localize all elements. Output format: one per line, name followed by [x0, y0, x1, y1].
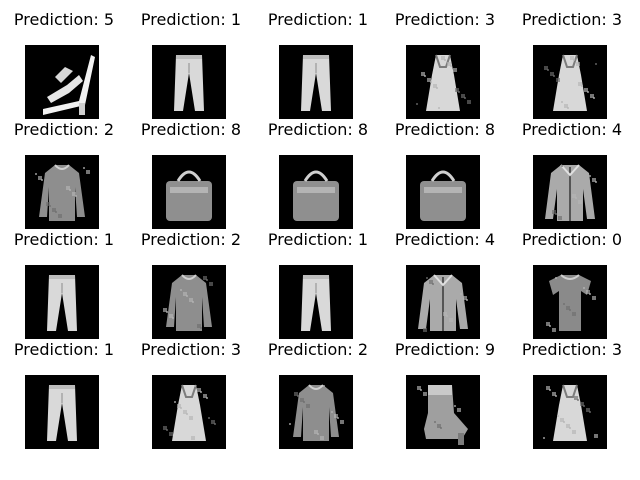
prediction-cell: Prediction: 1 — [254, 8, 382, 119]
prediction-cell: Prediction: 4 — [508, 118, 636, 229]
prediction-title: Prediction: 4 — [394, 230, 496, 249]
prediction-title: Prediction: 1 — [267, 230, 369, 249]
item-image-pullover — [152, 265, 226, 339]
prediction-image — [406, 45, 480, 119]
prediction-title: Prediction: 2 — [13, 120, 115, 139]
prediction-title: Prediction: 2 — [140, 230, 242, 249]
item-image-dress — [406, 45, 480, 119]
prediction-cell: Prediction: 2 — [254, 338, 382, 449]
prediction-image — [533, 45, 607, 119]
item-image-ankle-boot — [406, 375, 480, 449]
prediction-image — [152, 375, 226, 449]
prediction-title: Prediction: 9 — [394, 340, 496, 359]
prediction-cell: Prediction: 2 — [0, 118, 128, 229]
prediction-cell: Prediction: 3 — [508, 8, 636, 119]
item-image-dress — [533, 375, 607, 449]
prediction-title: Prediction: 1 — [13, 230, 115, 249]
prediction-cell: Prediction: 3 — [127, 338, 255, 449]
prediction-cell: Prediction: 1 — [127, 8, 255, 119]
prediction-cell: Prediction: 3 — [381, 8, 509, 119]
item-image-t-shirt — [533, 265, 607, 339]
prediction-image — [406, 265, 480, 339]
prediction-image — [279, 265, 353, 339]
prediction-image — [279, 45, 353, 119]
prediction-cell: Prediction: 1 — [254, 228, 382, 339]
item-image-bag — [152, 155, 226, 229]
item-image-coat — [533, 155, 607, 229]
prediction-title: Prediction: 5 — [13, 10, 115, 29]
prediction-title: Prediction: 8 — [267, 120, 369, 139]
prediction-title: Prediction: 8 — [394, 120, 496, 139]
item-image-trouser — [279, 45, 353, 119]
prediction-image — [533, 155, 607, 229]
prediction-title: Prediction: 1 — [140, 10, 242, 29]
prediction-image — [406, 155, 480, 229]
prediction-image — [279, 375, 353, 449]
prediction-cell: Prediction: 5 — [0, 8, 128, 119]
prediction-image — [279, 155, 353, 229]
item-image-pullover — [25, 155, 99, 229]
prediction-image — [406, 375, 480, 449]
prediction-title: Prediction: 2 — [267, 340, 369, 359]
item-image-trouser — [25, 375, 99, 449]
prediction-image — [152, 265, 226, 339]
item-image-dress — [152, 375, 226, 449]
item-image-trouser — [25, 265, 99, 339]
prediction-image — [152, 155, 226, 229]
prediction-image — [152, 45, 226, 119]
prediction-image — [25, 265, 99, 339]
prediction-title: Prediction: 3 — [521, 340, 623, 359]
item-image-dress — [533, 45, 607, 119]
prediction-cell: Prediction: 8 — [381, 118, 509, 229]
prediction-title: Prediction: 3 — [521, 10, 623, 29]
item-image-trouser — [279, 265, 353, 339]
item-image-coat — [406, 265, 480, 339]
prediction-image — [533, 375, 607, 449]
item-image-bag — [406, 155, 480, 229]
prediction-title: Prediction: 1 — [13, 340, 115, 359]
prediction-cell: Prediction: 0 — [508, 228, 636, 339]
prediction-title: Prediction: 4 — [521, 120, 623, 139]
prediction-cell: Prediction: 1 — [0, 338, 128, 449]
prediction-title: Prediction: 1 — [267, 10, 369, 29]
item-image-bag — [279, 155, 353, 229]
prediction-image — [25, 155, 99, 229]
item-image-sandal — [25, 45, 99, 119]
prediction-title: Prediction: 3 — [140, 340, 242, 359]
prediction-title: Prediction: 8 — [140, 120, 242, 139]
prediction-cell: Prediction: 4 — [381, 228, 509, 339]
prediction-image — [25, 375, 99, 449]
prediction-cell: Prediction: 3 — [508, 338, 636, 449]
prediction-cell: Prediction: 8 — [127, 118, 255, 229]
prediction-image — [533, 265, 607, 339]
item-image-pullover — [279, 375, 353, 449]
prediction-title: Prediction: 0 — [521, 230, 623, 249]
prediction-title: Prediction: 3 — [394, 10, 496, 29]
prediction-image — [25, 45, 99, 119]
item-image-trouser — [152, 45, 226, 119]
prediction-cell: Prediction: 1 — [0, 228, 128, 339]
prediction-cell: Prediction: 8 — [254, 118, 382, 229]
prediction-cell: Prediction: 9 — [381, 338, 509, 449]
prediction-cell: Prediction: 2 — [127, 228, 255, 339]
